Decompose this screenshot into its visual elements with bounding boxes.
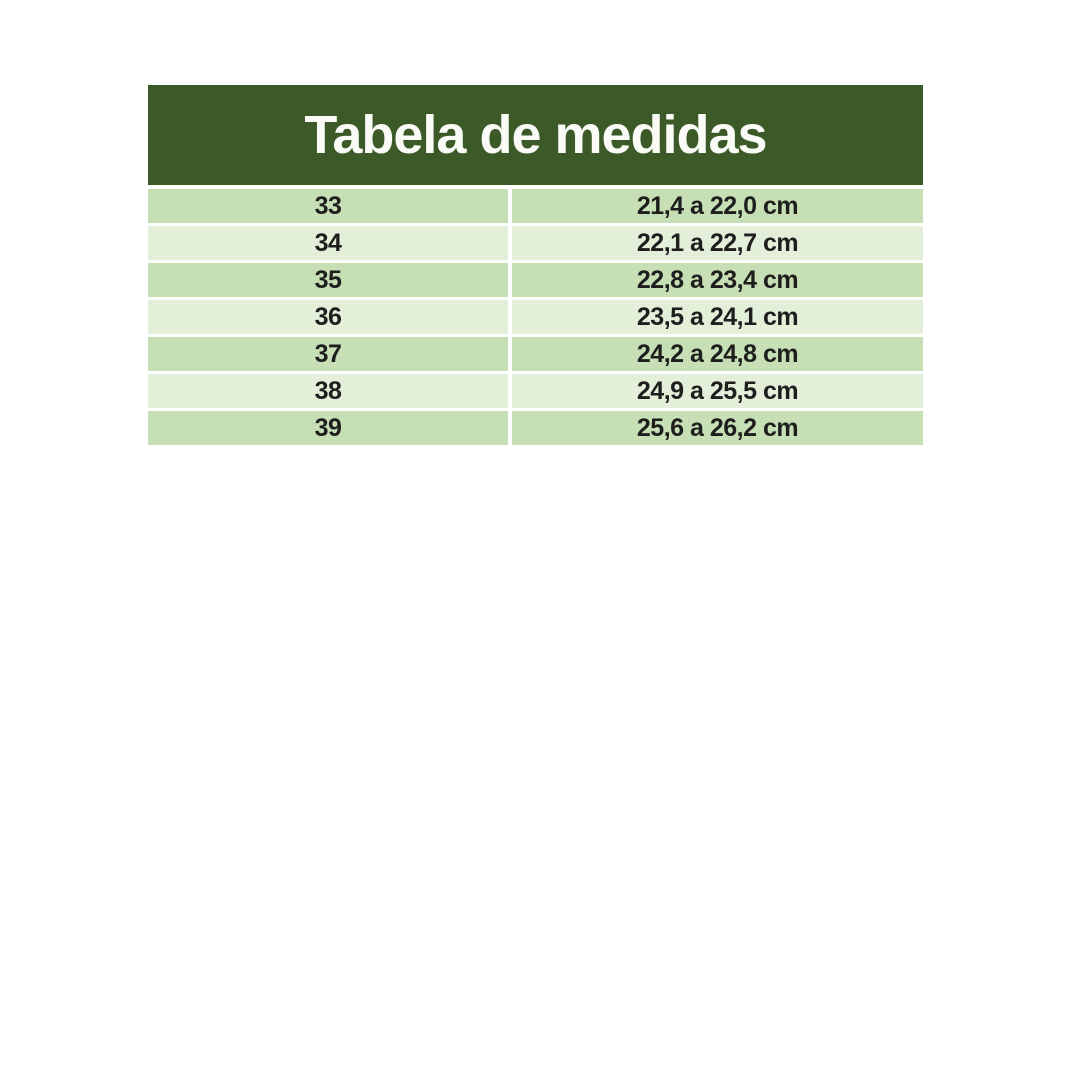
measurement-cell: 23,5 a 24,1 cm [512,300,923,334]
measurement-cell: 24,9 a 25,5 cm [512,374,923,408]
table-title: Tabela de medidas [304,105,767,165]
table-body: 33 21,4 a 22,0 cm 34 22,1 a 22,7 cm 35 2… [148,189,923,445]
size-cell: 39 [148,411,508,445]
size-cell: 36 [148,300,508,334]
size-cell: 37 [148,337,508,371]
size-chart-table: Tabela de medidas 33 21,4 a 22,0 cm 34 2… [148,85,923,445]
measurement-cell: 24,2 a 24,8 cm [512,337,923,371]
measurement-cell: 25,6 a 26,2 cm [512,411,923,445]
table-row: 37 24,2 a 24,8 cm [148,337,923,371]
table-row: 38 24,9 a 25,5 cm [148,374,923,408]
size-cell: 35 [148,263,508,297]
measurement-cell: 22,1 a 22,7 cm [512,226,923,260]
table-row: 33 21,4 a 22,0 cm [148,189,923,223]
table-row: 34 22,1 a 22,7 cm [148,226,923,260]
table-title-bar: Tabela de medidas [148,85,923,185]
table-row: 36 23,5 a 24,1 cm [148,300,923,334]
measurement-cell: 21,4 a 22,0 cm [512,189,923,223]
size-cell: 38 [148,374,508,408]
table-row: 35 22,8 a 23,4 cm [148,263,923,297]
size-cell: 34 [148,226,508,260]
table-row: 39 25,6 a 26,2 cm [148,411,923,445]
measurement-cell: 22,8 a 23,4 cm [512,263,923,297]
size-cell: 33 [148,189,508,223]
